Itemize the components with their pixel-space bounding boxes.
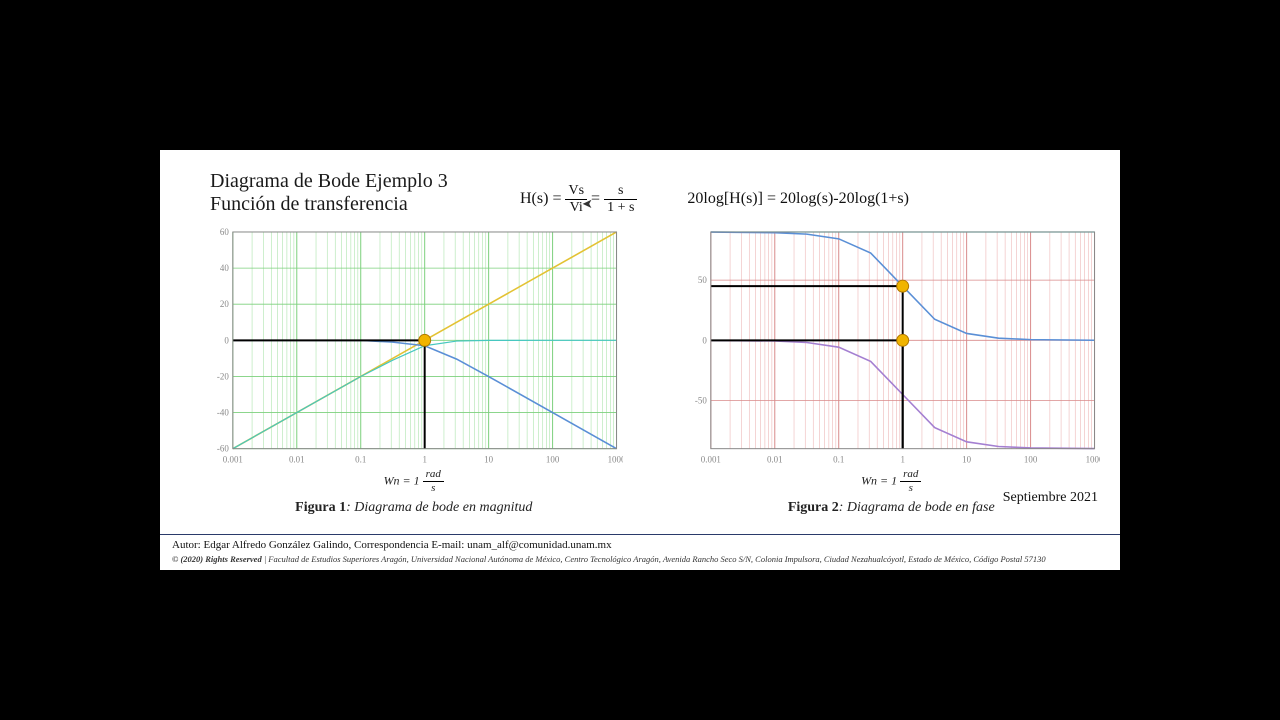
chart-2-phase: -50 0 50 0.001 0.01 0.1 1 10 100 1000 (683, 228, 1101, 467)
svg-text:0.01: 0.01 (766, 455, 782, 465)
equation-20log: 20log[H(s)] = 20log(s)-20log(1+s) (687, 190, 909, 208)
svg-text:60: 60 (220, 228, 229, 237)
wn-frac-2: rad s (900, 469, 921, 494)
title-block: Diagrama de Bode Ejemplo 3 Función de tr… (210, 170, 448, 216)
svg-text:0.1: 0.1 (355, 455, 366, 465)
svg-text:1: 1 (900, 455, 904, 465)
eq1-equals: = (591, 190, 600, 207)
svg-text:-20: -20 (217, 371, 229, 381)
svg-text:50: 50 (697, 275, 706, 285)
charts-row: -60-40-2002040600.0010.010.11101001000 W… (205, 228, 1100, 510)
svg-text:0.1: 0.1 (833, 455, 844, 465)
svg-text:0.001: 0.001 (700, 455, 720, 465)
equations-row: H(s) = Vs Vi = s 1 + s 20log[H(s)] = 20l… (520, 174, 1100, 224)
wn-prefix-1: Wn = 1 (384, 473, 420, 487)
chart-1-magnitude: -60 -40 -20 0 20 40 60 0.001 0.01 0.1 1 10 100 1000 (205, 228, 623, 467)
wn-prefix-2: Wn = 1 (861, 473, 897, 487)
footer-rights: © (2020) Rights Reserved | Facultad de E… (172, 554, 1108, 564)
wn-den-1: s (423, 482, 444, 494)
caption-1-bold: Figura 1 (295, 500, 346, 515)
date-label: Septiembre 2021 (1003, 490, 1098, 506)
wn-frac-1: rad s (423, 469, 444, 494)
eq1-frac1-den: Vi (565, 200, 587, 215)
svg-text:100: 100 (1023, 455, 1037, 465)
eq1-frac2-num: s (604, 184, 637, 200)
svg-text:100: 100 (546, 455, 560, 465)
svg-text:1000: 1000 (1085, 455, 1100, 465)
title-line-1: Diagrama de Bode Ejemplo 3 (210, 170, 448, 193)
svg-text:1: 1 (422, 455, 426, 465)
svg-text:10: 10 (484, 455, 493, 465)
svg-text:40: 40 (220, 263, 229, 273)
eq1-frac1: Vs Vi (565, 184, 587, 215)
eq1-frac1-num: Vs (565, 184, 587, 200)
svg-text:-60: -60 (217, 444, 229, 454)
eq1-frac2-den: 1 + s (604, 200, 637, 215)
caption-1-rest: : Diagrama de bode en magnitud (346, 500, 532, 515)
wn-label-1: Wn = 1 rad s (205, 469, 623, 494)
svg-text:0.001: 0.001 (223, 455, 243, 465)
chart-col-2: -50 0 50 0.001 0.01 0.1 1 10 100 1000 Wn = 1 rad … (683, 228, 1101, 510)
caption-1: Figura 1: Diagrama de bode en magnitud (205, 500, 623, 516)
chart-col-1: -60 -40 -20 0 20 40 60 0.001 0.01 0.1 1 10 100 1000 W… (205, 228, 623, 510)
eq1-lhs: H(s) = (520, 190, 561, 207)
title-line-2: Función de transferencia (210, 193, 448, 216)
svg-text:20: 20 (220, 299, 229, 309)
svg-text:0: 0 (702, 335, 707, 345)
slide: Diagrama de Bode Ejemplo 3 Función de tr… (160, 150, 1120, 570)
footer-rights-rest: | Facultad de Estudios Superiores Aragón… (262, 554, 1046, 564)
equation-hs: H(s) = Vs Vi = s 1 + s (520, 184, 637, 215)
eq1-frac2: s 1 + s (604, 184, 637, 215)
footer-rights-bold: © (2020) Rights Reserved (172, 554, 262, 564)
svg-text:0.01: 0.01 (289, 455, 305, 465)
svg-text:-50: -50 (694, 395, 706, 405)
svg-text:-40: -40 (217, 408, 229, 418)
svg-text:10: 10 (962, 455, 971, 465)
svg-text:1000: 1000 (608, 455, 623, 465)
svg-text:0: 0 (224, 335, 229, 345)
caption-2-bold: Figura 2 (788, 500, 839, 515)
caption-2-rest: : Diagrama de bode en fase (839, 500, 995, 515)
wn-num-1: rad (423, 469, 444, 482)
footer: Autor: Edgar Alfredo González Galindo, C… (160, 534, 1120, 570)
wn-den-2: s (900, 482, 921, 494)
footer-author: Autor: Edgar Alfredo González Galindo, C… (172, 539, 1108, 551)
wn-num-2: rad (900, 469, 921, 482)
